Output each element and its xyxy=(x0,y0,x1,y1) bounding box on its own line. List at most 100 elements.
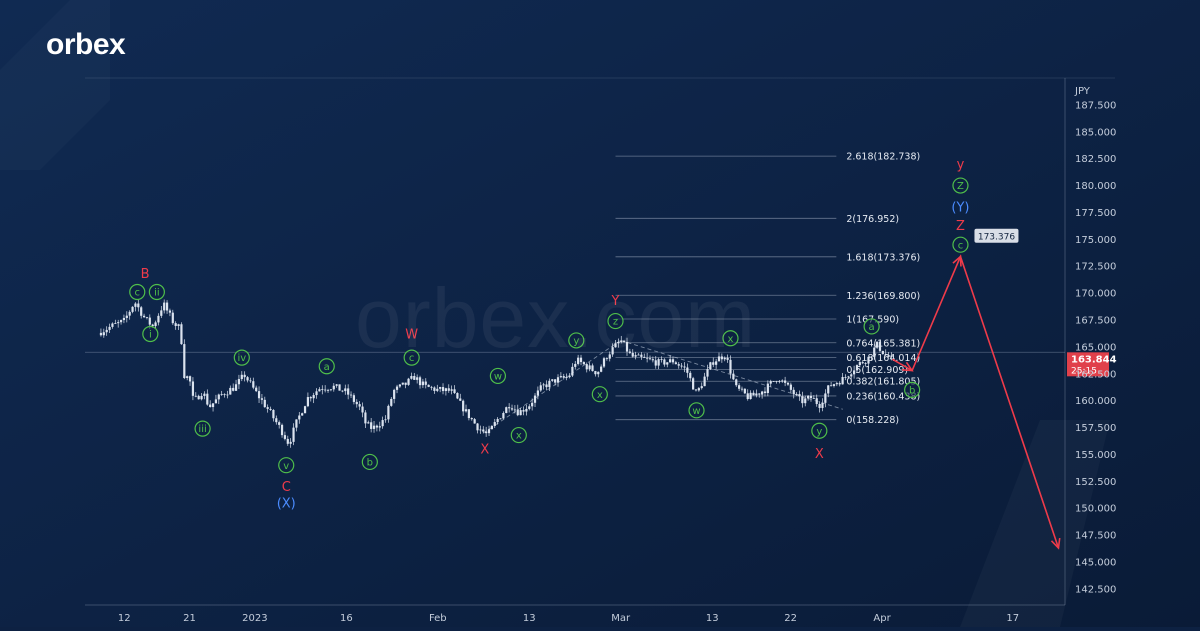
candle-body xyxy=(686,367,689,373)
candle-body xyxy=(404,382,407,385)
candle xyxy=(508,403,511,413)
x-tick-label: 13 xyxy=(523,613,536,624)
candle xyxy=(137,300,140,312)
candle xyxy=(315,388,318,399)
candle-body xyxy=(424,381,427,385)
candle-body xyxy=(263,399,266,408)
candle xyxy=(114,319,117,324)
candle-body xyxy=(283,435,287,439)
candle xyxy=(125,311,128,323)
candle xyxy=(531,398,534,411)
y-tick-label: 182.500 xyxy=(1075,154,1116,165)
candle-body xyxy=(102,332,105,336)
candle-body xyxy=(410,375,413,379)
trend-line xyxy=(620,339,843,410)
wave-label-circled: z xyxy=(607,312,624,330)
wave-label-text: i xyxy=(149,330,152,341)
candle xyxy=(841,373,844,385)
candle-body xyxy=(763,391,767,393)
candle-body xyxy=(125,315,128,318)
candle-body xyxy=(536,390,539,396)
candle-body xyxy=(723,357,726,360)
candle xyxy=(758,393,761,398)
candle-body xyxy=(128,311,131,316)
candle-body xyxy=(873,347,876,357)
candle xyxy=(528,404,531,411)
candle xyxy=(479,425,482,434)
candle xyxy=(818,401,821,413)
candle-body xyxy=(209,404,212,408)
candle-body xyxy=(522,410,525,412)
candle-body xyxy=(240,374,243,380)
candle-body xyxy=(556,377,560,383)
candle xyxy=(145,316,149,320)
candle xyxy=(171,309,174,325)
y-tick-label: 172.500 xyxy=(1075,262,1116,273)
candle xyxy=(134,302,137,312)
candle-body xyxy=(594,371,597,375)
candle xyxy=(401,382,404,386)
wave-label-circled: w xyxy=(688,402,705,419)
y-tick-label: 177.500 xyxy=(1075,208,1116,219)
candle xyxy=(689,370,692,382)
wave-label-text: c xyxy=(409,353,415,364)
candle-body xyxy=(450,389,453,391)
candle xyxy=(105,326,108,336)
candle-body xyxy=(131,306,134,312)
candle-body xyxy=(119,320,123,323)
candle-body xyxy=(272,409,275,419)
candle xyxy=(608,351,611,362)
candle xyxy=(680,362,683,369)
candle xyxy=(117,319,120,328)
wave-label-circle xyxy=(148,283,165,301)
candle-body xyxy=(545,384,548,388)
wave-label-circled: b xyxy=(904,381,921,398)
candle-body xyxy=(246,377,249,381)
candle-body xyxy=(789,384,792,390)
candle xyxy=(163,299,166,314)
candle xyxy=(275,415,278,425)
candle-body xyxy=(611,347,614,355)
candle-body xyxy=(623,340,626,342)
candle-body xyxy=(232,387,235,391)
candle xyxy=(720,353,723,363)
candle xyxy=(269,406,272,411)
candle-body xyxy=(347,388,350,395)
wave-label-text: Z xyxy=(957,181,964,192)
candle-body xyxy=(890,355,893,357)
candle xyxy=(536,386,539,400)
candle xyxy=(752,390,755,396)
wave-label: X xyxy=(480,443,489,458)
candle xyxy=(853,365,856,379)
candle xyxy=(786,381,790,386)
candle-body xyxy=(188,376,192,382)
candle xyxy=(364,410,367,429)
candle-body xyxy=(444,388,448,392)
candle-body xyxy=(617,342,620,344)
candle xyxy=(418,375,422,389)
candle-body xyxy=(669,359,672,363)
candle xyxy=(413,372,416,380)
candle xyxy=(111,322,114,329)
candle-body xyxy=(703,376,706,387)
candle xyxy=(574,360,577,370)
candle-body xyxy=(378,426,381,428)
candle-body xyxy=(197,395,200,400)
candle xyxy=(128,310,131,320)
candle-body xyxy=(430,386,433,388)
candle xyxy=(735,378,738,387)
candle xyxy=(706,364,709,381)
candle-body xyxy=(289,441,292,444)
wave-label-circled: x xyxy=(510,426,527,444)
candle xyxy=(677,362,680,369)
wave-label-text: y xyxy=(573,336,579,347)
candle xyxy=(197,394,200,400)
candle xyxy=(459,393,462,402)
fib-level-label: 0.236(160.438) xyxy=(846,391,920,402)
candle-body xyxy=(755,393,758,396)
wave-label: y xyxy=(957,158,965,173)
candle xyxy=(697,387,700,392)
candle xyxy=(183,339,186,380)
candle-body xyxy=(490,425,493,430)
